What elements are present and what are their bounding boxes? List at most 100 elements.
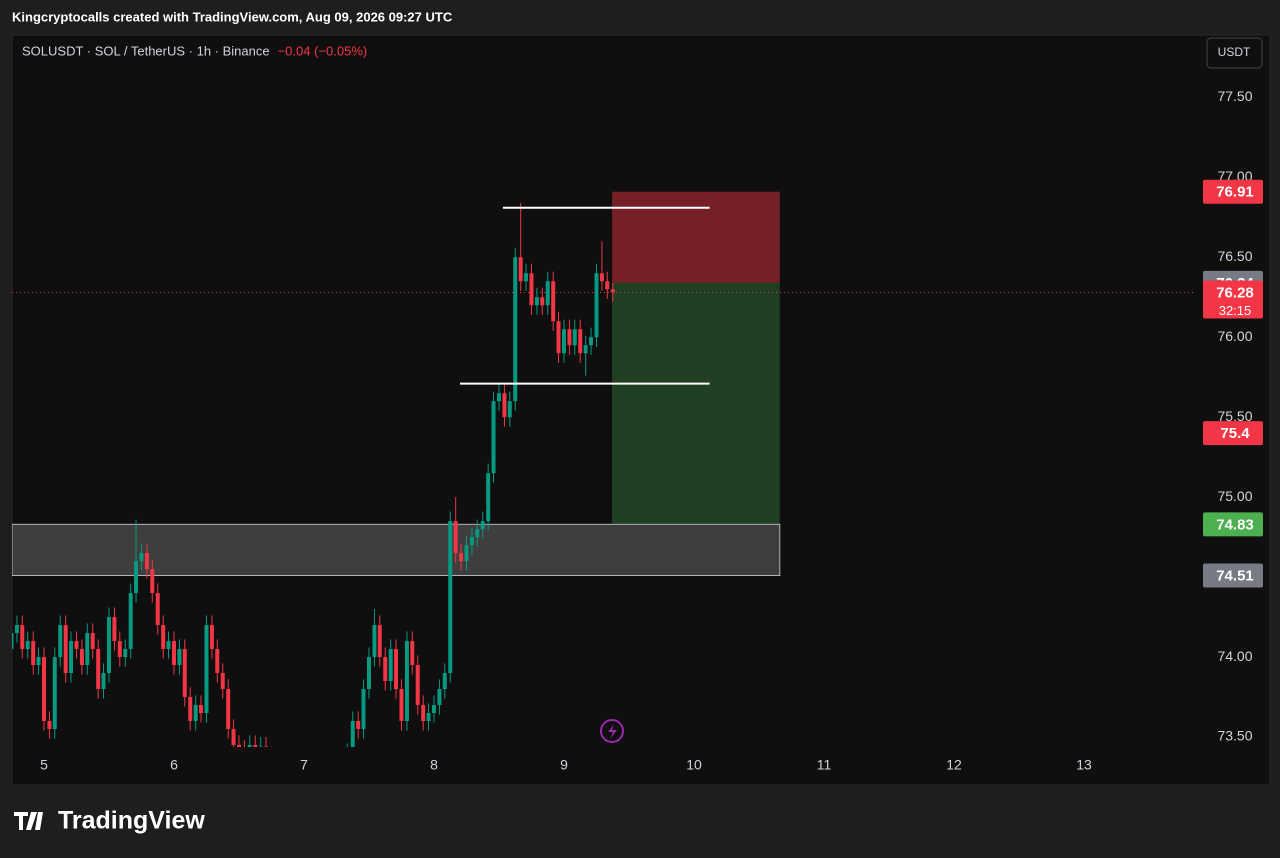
x-tick-label: 6	[170, 757, 178, 773]
candle-body	[90, 633, 95, 650]
candle-body	[448, 521, 453, 674]
candle-body	[356, 721, 361, 730]
event-icon[interactable]	[600, 719, 624, 743]
candle-body	[12, 633, 14, 650]
candle-body	[589, 337, 594, 346]
x-tick-label: 13	[1076, 757, 1092, 773]
candle-body	[350, 721, 355, 747]
target-zone	[612, 282, 780, 525]
y-tick-label: 74.00	[1217, 648, 1252, 664]
price-label-bg	[1203, 563, 1263, 588]
candle-body	[193, 705, 198, 722]
price-label-bg	[1203, 179, 1263, 204]
candle-body	[534, 297, 539, 306]
x-tick-label: 9	[560, 757, 568, 773]
candle-body	[166, 641, 171, 650]
x-tick-label: 8	[430, 757, 438, 773]
candle-body	[150, 569, 155, 594]
candle-body	[421, 705, 426, 722]
last-price-bg	[1203, 280, 1263, 319]
price-label: 74.51	[1216, 567, 1254, 584]
candle-body	[52, 657, 57, 730]
candle-body	[96, 649, 101, 690]
candle-body	[182, 649, 187, 698]
candle-body	[177, 649, 182, 666]
x-tick-label: 11	[817, 757, 832, 773]
candle-body	[58, 625, 63, 658]
y-tick-label: 77.50	[1217, 88, 1252, 104]
x-tick-label: 10	[686, 757, 702, 773]
candle-body	[134, 561, 139, 594]
candle-body	[540, 297, 545, 306]
candle-body	[459, 553, 464, 562]
candle-body	[231, 729, 236, 745]
candle-body	[426, 713, 431, 722]
candle-body	[480, 521, 485, 530]
currency[interactable]: USDT	[1218, 45, 1251, 59]
candle-body	[74, 641, 79, 650]
y-tick-label: 73.50	[1217, 728, 1252, 744]
candle-body	[415, 665, 420, 706]
candle-body	[117, 641, 122, 658]
candle-body	[561, 329, 566, 354]
change: −0.04 (−0.05%)	[278, 43, 368, 58]
candle-body	[404, 641, 409, 722]
candle-body	[220, 673, 225, 690]
candle-body	[475, 529, 480, 538]
candle-body	[486, 473, 491, 522]
candle-body	[545, 281, 550, 306]
candle-body	[529, 273, 534, 306]
y-tick-label: 76.00	[1217, 328, 1252, 344]
candle-body	[361, 689, 366, 730]
x-tick-label: 12	[946, 757, 962, 773]
header: Kingcryptocalls created with TradingView…	[12, 9, 453, 24]
candle-body	[128, 593, 133, 650]
candle-body	[14, 625, 19, 634]
currency-button[interactable]	[1206, 37, 1263, 69]
candle-body	[253, 745, 258, 747]
candle-body	[79, 649, 84, 666]
price-label: 76.91	[1216, 184, 1254, 201]
candle-body	[442, 673, 447, 690]
candle-body	[161, 625, 166, 650]
candle-body	[513, 257, 518, 402]
candle-body	[594, 273, 599, 338]
stop-zone	[612, 191, 780, 283]
candle-body	[258, 746, 263, 747]
candle-body	[572, 329, 577, 346]
candle-body	[610, 289, 615, 293]
candle-body	[578, 329, 583, 354]
candle-body	[556, 321, 561, 354]
zone	[12, 523, 781, 576]
candle-body	[524, 273, 529, 282]
candle-body	[31, 641, 36, 666]
candle-body	[431, 705, 436, 714]
candle-body	[106, 617, 111, 674]
candle-body	[599, 273, 604, 282]
candle-body	[496, 393, 501, 402]
candle-body	[264, 746, 269, 747]
candle-body	[47, 721, 52, 730]
chart-panel	[11, 34, 1271, 786]
candle-body	[215, 649, 220, 674]
price-label: 75.4	[1220, 425, 1250, 442]
candle-body	[464, 545, 469, 562]
countdown: 32:15	[1219, 303, 1252, 318]
event-icon-bolt	[608, 724, 617, 739]
candle-body	[209, 625, 214, 650]
y-tick-label: 76.50	[1217, 248, 1252, 264]
candle-body	[502, 393, 507, 418]
candle-body	[41, 657, 46, 722]
candle-body	[583, 345, 588, 354]
y-tick-label: 75.00	[1217, 488, 1252, 504]
candle-body	[366, 657, 371, 690]
candle-body	[199, 705, 204, 714]
candle-body	[101, 673, 106, 690]
price-label-bg	[1203, 512, 1263, 537]
candle-body	[188, 697, 193, 722]
candle-body	[36, 657, 41, 666]
candle-body	[453, 521, 458, 554]
candle-body	[226, 689, 231, 730]
candle-body	[518, 257, 523, 282]
